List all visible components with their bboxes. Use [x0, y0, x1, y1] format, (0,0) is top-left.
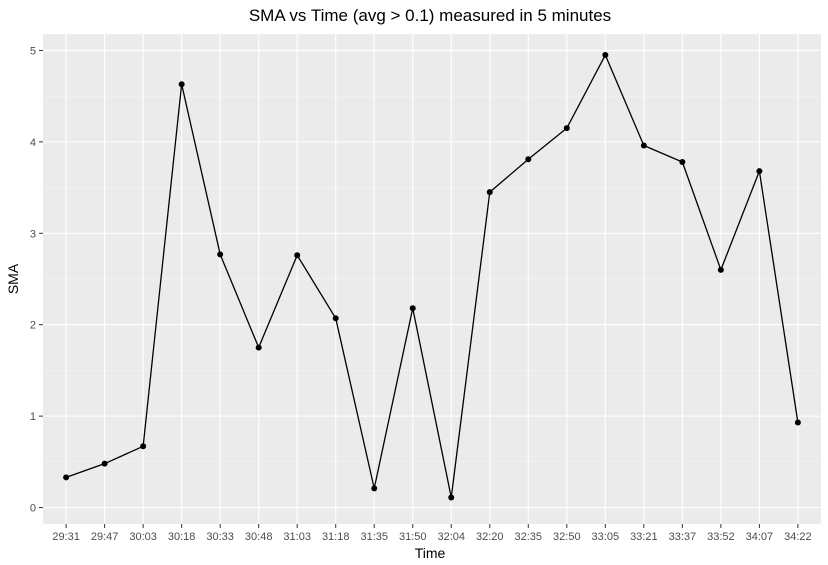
data-point: [602, 52, 609, 59]
y-tick-label: 0: [30, 503, 36, 515]
series-layer: [63, 52, 801, 501]
data-point: [679, 158, 686, 165]
data-point: [794, 419, 801, 426]
chart-title: SMA vs Time (avg > 0.1) measured in 5 mi…: [249, 6, 611, 25]
data-point: [486, 189, 493, 196]
x-tick-label: 29:31: [52, 531, 80, 543]
data-point: [63, 474, 70, 481]
x-tick-label: 30:18: [168, 531, 196, 543]
x-tick-label: 31:35: [360, 531, 388, 543]
x-tick-label: 30:33: [206, 531, 234, 543]
y-axis-title: SMA: [5, 263, 21, 294]
data-point: [255, 344, 262, 351]
data-point: [448, 494, 455, 501]
data-point: [140, 443, 147, 450]
x-tick-label: 32:20: [476, 531, 504, 543]
y-tick-label: 4: [30, 137, 36, 149]
x-tick-label: 33:52: [707, 531, 735, 543]
data-point: [371, 485, 378, 492]
x-tick-label: 32:35: [515, 531, 543, 543]
y-tick-label: 3: [30, 228, 36, 240]
x-tick-label: 29:47: [91, 531, 119, 543]
data-point: [756, 168, 763, 175]
y-axis: 0 1 2 3 4 5: [30, 45, 43, 515]
x-axis: 29:31 29:47 30:03 30:18 30:33 30:48 31:03 31:18…: [52, 524, 812, 543]
y-tick-label: 1: [30, 411, 36, 423]
x-tick-label: 34:22: [784, 531, 812, 543]
major-gridlines: [43, 34, 821, 524]
data-point: [640, 142, 647, 149]
minor-gridlines: [43, 95, 821, 463]
series-line: [65, 54, 799, 499]
x-tick-label: 34:07: [746, 531, 774, 543]
y-tick-label: 2: [30, 320, 36, 332]
x-tick-label: 30:03: [129, 531, 157, 543]
x-tick-label: 33:37: [669, 531, 697, 543]
x-tick-label: 30:48: [245, 531, 273, 543]
data-point: [563, 125, 570, 132]
x-tick-label: 32:50: [553, 531, 581, 543]
x-tick-label: 31:18: [322, 531, 350, 543]
data-point: [409, 305, 416, 312]
data-point: [294, 252, 301, 259]
x-tick-label: 32:04: [437, 531, 465, 543]
x-tick-label: 31:03: [283, 531, 311, 543]
y-tick-label: 5: [30, 45, 36, 57]
data-point: [525, 156, 532, 163]
x-tick-label: 31:50: [399, 531, 427, 543]
data-point: [332, 315, 339, 322]
data-point: [101, 460, 108, 467]
data-point: [217, 251, 224, 258]
x-tick-label: 33:21: [630, 531, 658, 543]
x-axis-title: Time: [415, 545, 446, 561]
x-tick-label: 33:05: [592, 531, 620, 543]
data-point: [717, 266, 724, 273]
data-point: [178, 81, 185, 88]
